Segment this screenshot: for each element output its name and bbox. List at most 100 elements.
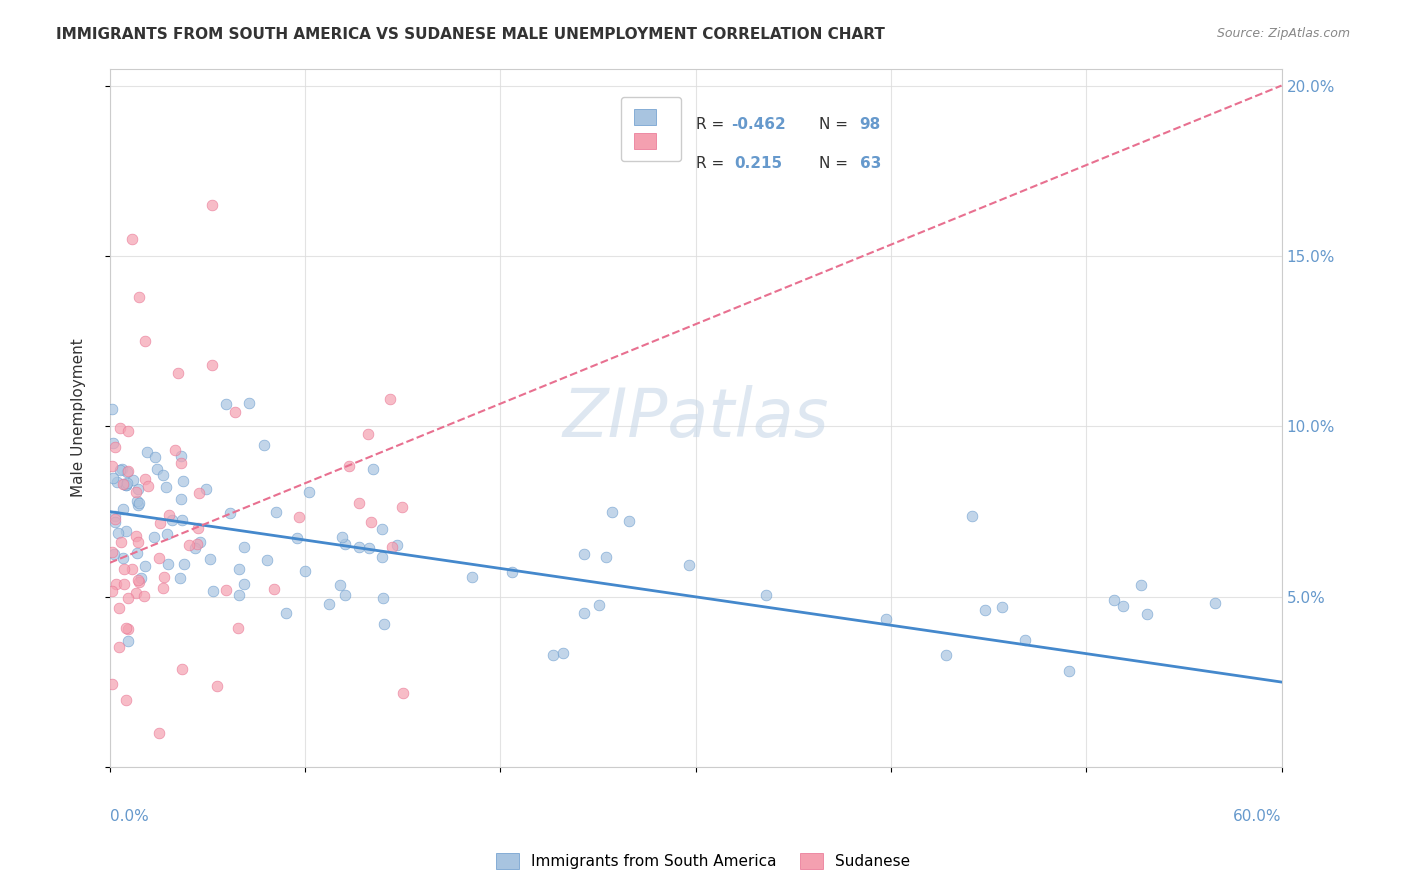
Point <box>156 557 179 571</box>
Point <box>117 591 139 606</box>
Point <box>219 507 242 521</box>
Point <box>108 463 131 477</box>
Point <box>287 510 309 524</box>
Point <box>678 558 700 573</box>
Point <box>501 565 523 579</box>
Point <box>117 622 139 636</box>
Point <box>170 456 193 470</box>
Point <box>114 524 136 538</box>
Point <box>104 576 127 591</box>
Point <box>391 686 413 700</box>
Point <box>572 607 595 621</box>
Point <box>172 475 194 489</box>
Point <box>127 534 149 549</box>
Point <box>112 550 135 565</box>
Point <box>294 564 316 578</box>
Point <box>170 491 193 506</box>
Point <box>107 525 129 540</box>
Point <box>108 640 131 654</box>
Y-axis label: Male Unemployment: Male Unemployment <box>72 339 86 497</box>
Point <box>134 472 156 486</box>
Point <box>574 547 596 561</box>
Point <box>553 647 575 661</box>
Point <box>103 508 125 523</box>
Point <box>127 573 149 587</box>
Point <box>128 574 150 589</box>
Point <box>128 496 150 510</box>
Point <box>201 358 224 372</box>
Point <box>129 571 152 585</box>
Point <box>285 531 308 545</box>
Point <box>127 482 149 496</box>
Point <box>232 577 254 591</box>
Point <box>991 599 1014 614</box>
Point <box>600 505 623 519</box>
Point <box>588 599 610 613</box>
Point <box>146 462 169 476</box>
Point <box>153 570 176 584</box>
Point <box>125 546 148 560</box>
Point <box>541 648 564 662</box>
Point <box>373 617 395 632</box>
Point <box>617 514 640 528</box>
Point <box>110 535 132 549</box>
Point <box>156 526 179 541</box>
Point <box>1136 607 1159 622</box>
Point <box>1102 593 1125 607</box>
Point <box>114 478 136 492</box>
Point <box>105 475 128 490</box>
Point <box>101 436 124 450</box>
Point <box>201 198 224 212</box>
Text: N =: N = <box>818 156 852 171</box>
Point <box>266 505 288 519</box>
Point <box>387 538 409 552</box>
Point <box>215 582 238 597</box>
Point <box>370 550 392 565</box>
Point <box>195 482 218 496</box>
Point <box>337 459 360 474</box>
Point <box>112 501 135 516</box>
Point <box>108 600 131 615</box>
Legend: Immigrants from South America, Sudanese: Immigrants from South America, Sudanese <box>489 847 917 875</box>
Text: ZIPatlas: ZIPatlas <box>562 384 830 450</box>
Point <box>274 606 297 620</box>
Point <box>205 679 228 693</box>
Point <box>122 473 145 487</box>
Point <box>143 530 166 544</box>
Point <box>183 541 205 555</box>
Point <box>461 570 484 584</box>
Point <box>256 553 278 567</box>
Point <box>157 508 180 522</box>
Point <box>143 450 166 464</box>
Point <box>111 477 134 491</box>
Point <box>360 515 382 529</box>
Point <box>356 426 378 441</box>
Point <box>117 634 139 648</box>
Point <box>378 392 401 406</box>
Point <box>755 588 778 602</box>
Point <box>149 516 172 530</box>
Point <box>1130 578 1153 592</box>
Point <box>152 468 174 483</box>
Point <box>361 462 384 476</box>
Point <box>132 589 155 603</box>
Point <box>170 449 193 463</box>
Text: 60.0%: 60.0% <box>1233 809 1281 824</box>
Point <box>333 588 356 602</box>
Point <box>875 611 897 625</box>
Point <box>298 485 321 500</box>
Point <box>125 485 148 500</box>
Point <box>128 290 150 304</box>
Point <box>104 440 127 454</box>
Point <box>349 540 371 554</box>
Text: 0.0%: 0.0% <box>110 809 149 824</box>
Point <box>974 603 997 617</box>
Point <box>108 420 131 434</box>
Point <box>330 530 353 544</box>
Point <box>112 576 135 591</box>
Point <box>391 500 413 515</box>
Point <box>134 334 156 349</box>
Point <box>318 597 340 611</box>
Text: IMMIGRANTS FROM SOUTH AMERICA VS SUDANESE MALE UNEMPLOYMENT CORRELATION CHART: IMMIGRANTS FROM SOUTH AMERICA VS SUDANES… <box>56 27 886 42</box>
Point <box>152 582 174 596</box>
